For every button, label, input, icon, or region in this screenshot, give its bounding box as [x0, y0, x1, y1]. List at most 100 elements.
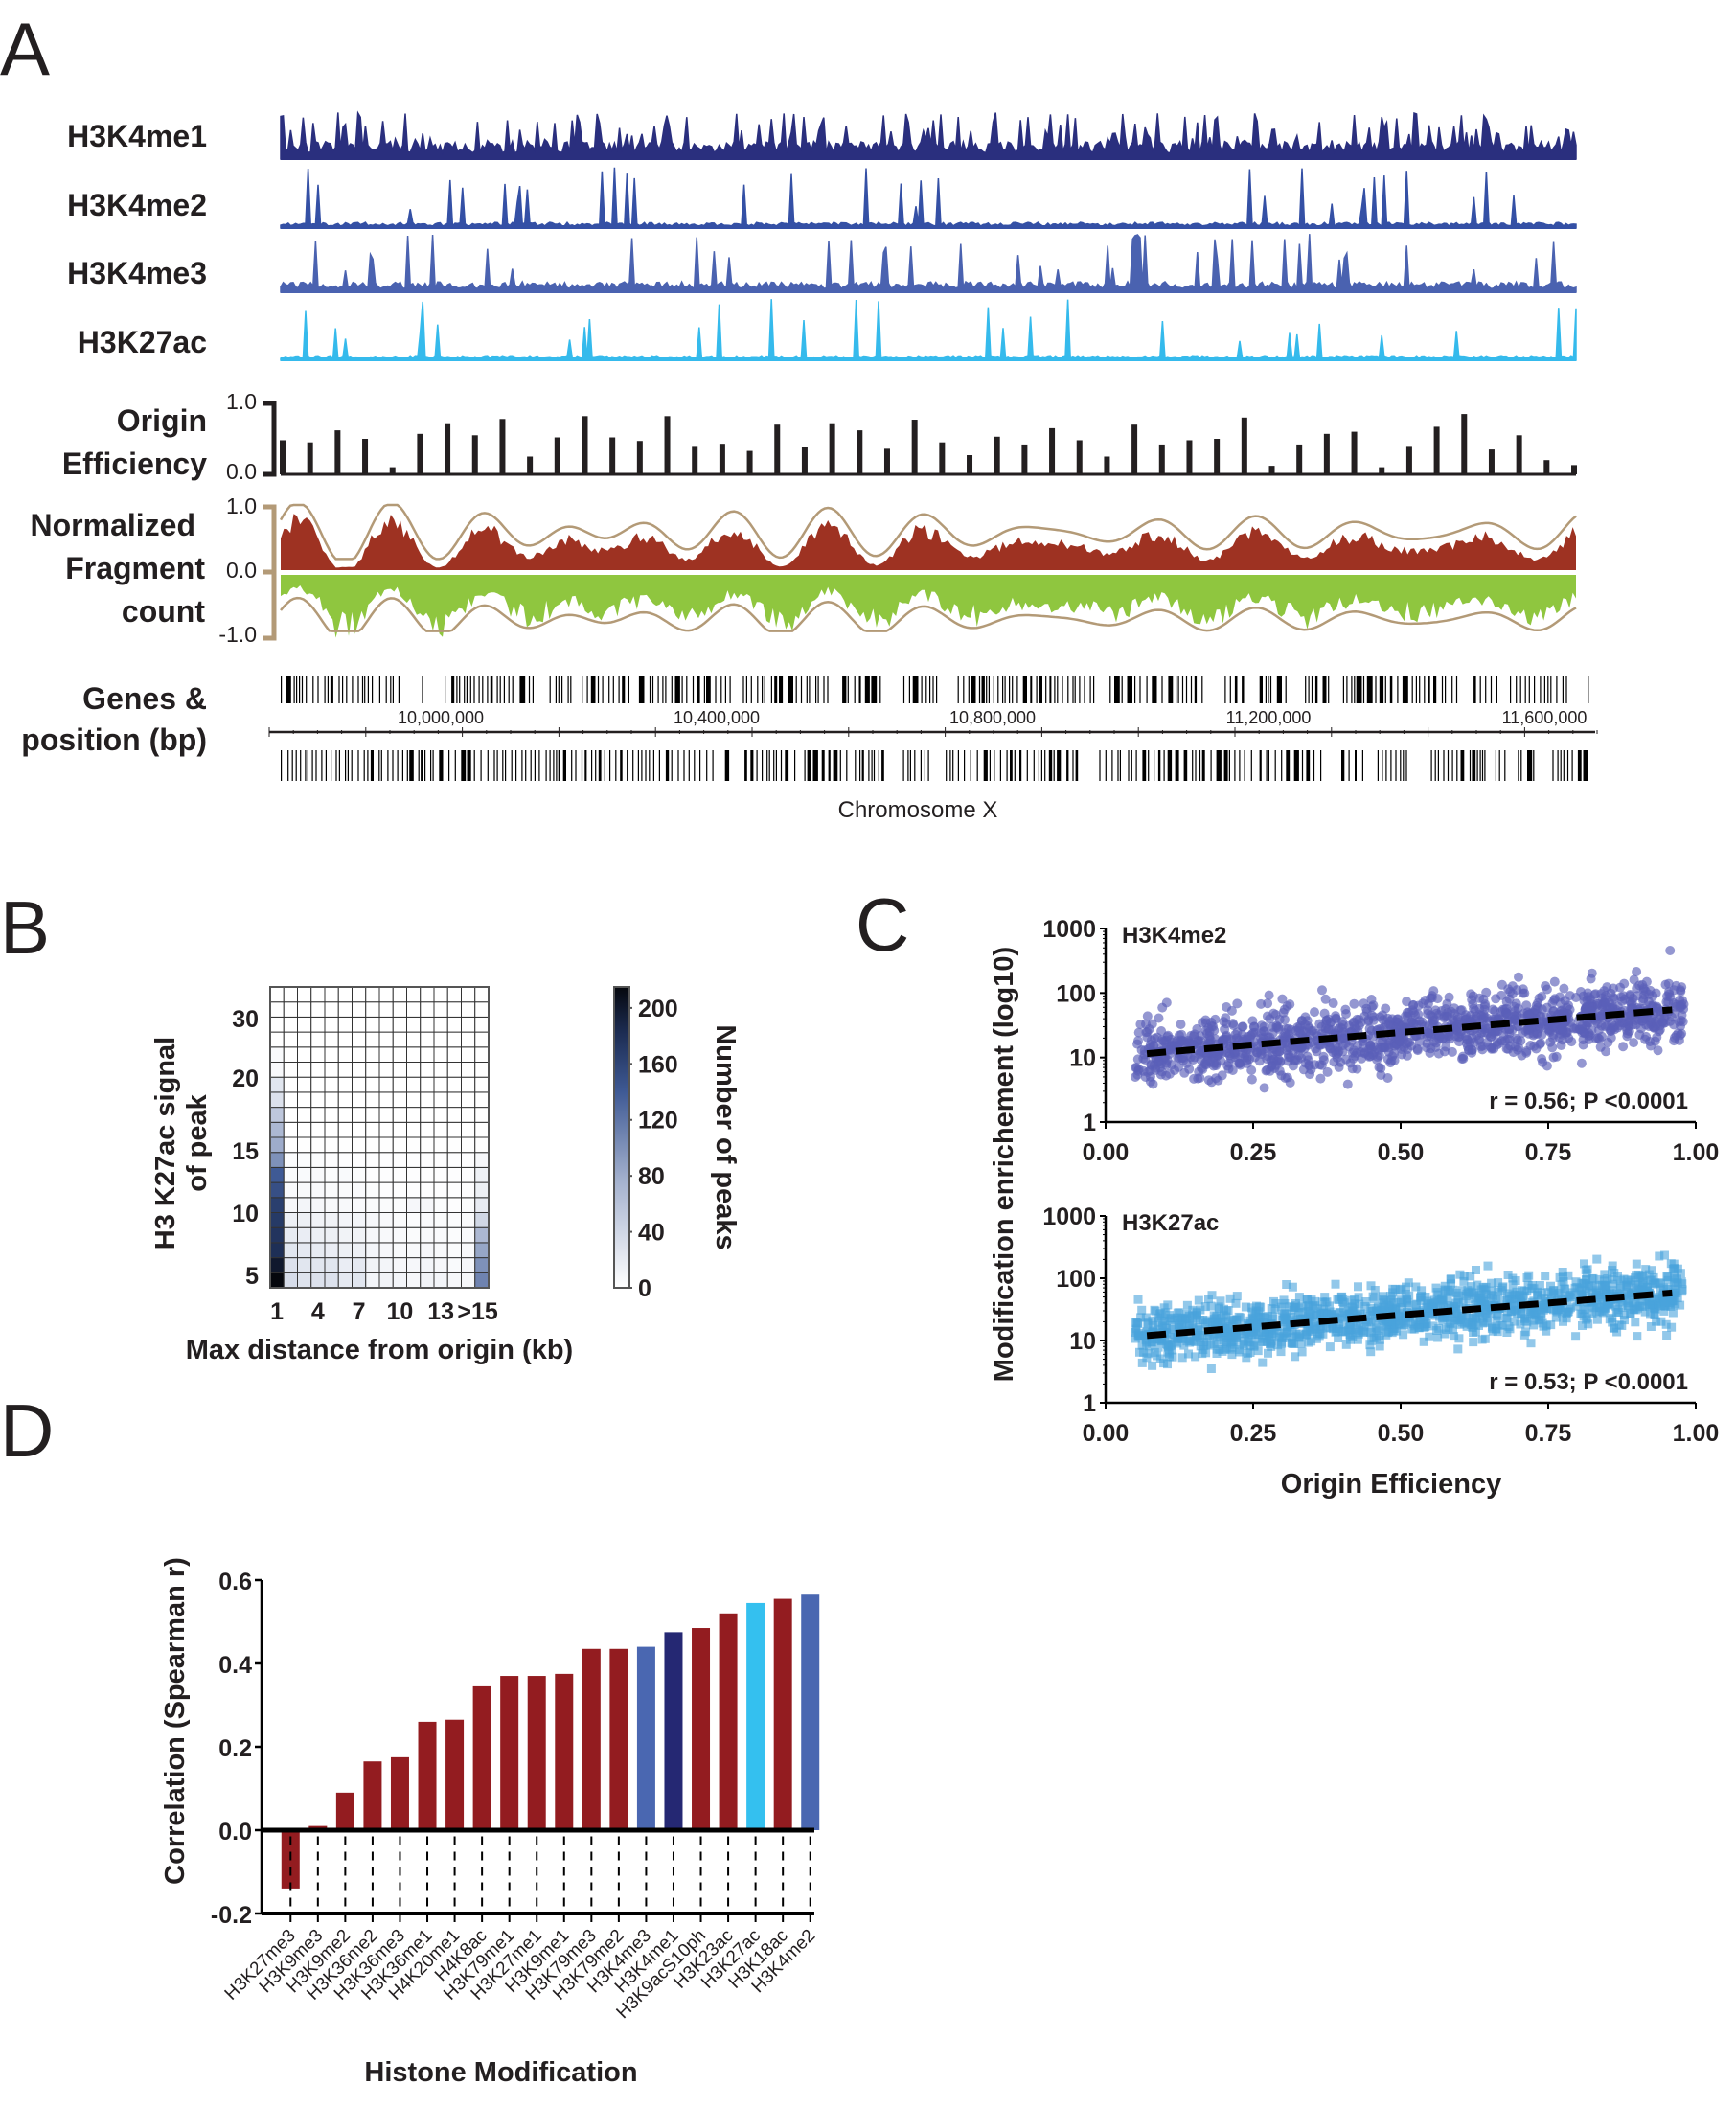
gene-bar: [1351, 676, 1353, 703]
heatmap-cell: [297, 1166, 312, 1183]
scatter-point: [1503, 1009, 1514, 1019]
scatter-point: [1523, 1010, 1534, 1020]
fragment-positive-area: [281, 514, 1576, 570]
scatter-point: [1291, 1025, 1301, 1036]
scatter-point: [1475, 1042, 1486, 1052]
origin-peak: [389, 467, 396, 474]
heatmap-cell: [269, 1226, 285, 1244]
gene-bar: [556, 750, 558, 781]
gene-bar: [757, 676, 759, 703]
scatter-point: [1312, 1046, 1322, 1057]
scatter-point: [1577, 1027, 1588, 1038]
gene-bar: [1560, 750, 1562, 781]
gene-bar: [968, 676, 970, 703]
scatter-point: [1634, 980, 1645, 991]
position-label: 10,000,000: [398, 708, 484, 727]
gene-bar: [1192, 750, 1194, 781]
gene-bar: [627, 750, 628, 781]
y-tick-label: 10: [1069, 1045, 1096, 1072]
gene-bar: [1131, 750, 1132, 781]
gene-bar: [1518, 750, 1519, 781]
scatter-point: [1564, 1271, 1573, 1280]
scatter-point: [1276, 1302, 1286, 1312]
heatmap-cell: [324, 1212, 339, 1228]
scatter-point: [1579, 1312, 1588, 1321]
scatter-point: [1371, 1322, 1381, 1332]
scatter-point: [1251, 1320, 1261, 1330]
scatter-point: [1412, 1300, 1422, 1310]
gene-bar: [392, 676, 394, 703]
scatter-point: [1312, 1334, 1321, 1343]
scatter-point: [1592, 1315, 1602, 1324]
gene-bar: [628, 676, 629, 703]
gene-bar: [859, 750, 861, 781]
heatmap-cell: [392, 1242, 407, 1259]
scatter-point: [1539, 1321, 1548, 1331]
gene-bar: [421, 750, 423, 781]
gene-bar: [1552, 750, 1554, 781]
gene-bar: [914, 750, 916, 781]
heatmap-cell: [283, 1197, 298, 1214]
heatmap: [269, 986, 490, 1289]
panel-b-letter: B: [0, 885, 50, 970]
scatter-point: [1673, 1274, 1681, 1284]
gene-bar: [1305, 676, 1307, 703]
gene-bar: [503, 676, 505, 703]
gene-bar: [1308, 676, 1310, 703]
gene-bar: [1460, 750, 1465, 781]
gene-bar: [1022, 676, 1027, 703]
scatter-point: [1173, 1339, 1182, 1348]
gene-bar: [1361, 750, 1363, 781]
scatter-point: [1525, 1041, 1536, 1050]
scatter-point: [1259, 1083, 1269, 1093]
gene-bar: [378, 676, 380, 703]
heatmap-cell: [433, 1226, 448, 1244]
gene-bar: [361, 676, 364, 703]
scatter-point: [1228, 1020, 1239, 1031]
gene-bar: [401, 750, 403, 781]
scatter-point: [1667, 1322, 1677, 1332]
gene-bar: [512, 676, 514, 703]
scatter-point: [1286, 1320, 1295, 1330]
scatter-point: [1259, 1318, 1268, 1327]
heatmap-cell: [324, 1062, 339, 1078]
scatter-title: H3K27ac: [1122, 1210, 1219, 1236]
bar: [418, 1721, 437, 1830]
heatmap-cell: [461, 1031, 476, 1048]
gene-bar: [505, 750, 507, 781]
scatter-point: [1154, 1057, 1163, 1067]
heatmap-x-tick-label: 13: [427, 1298, 454, 1325]
scatter-point: [1622, 1295, 1632, 1305]
heatmap-cell: [474, 1107, 490, 1123]
gene-bar: [652, 750, 654, 781]
scatter-point: [1325, 1342, 1335, 1352]
scatter-point: [1632, 1271, 1641, 1280]
scatter-point: [1310, 1060, 1320, 1070]
scatter-point: [1458, 1297, 1468, 1307]
heatmap-cell: [365, 986, 380, 1003]
heatmap-cell: [269, 1181, 285, 1199]
gene-bar: [1479, 676, 1481, 703]
scatter-point: [1204, 1295, 1213, 1304]
gene-bar: [392, 750, 394, 781]
scatter-point: [1609, 1022, 1618, 1033]
gene-bar: [363, 750, 365, 781]
heatmap-cell: [420, 1226, 435, 1244]
origin-ymin-label: 0.0: [226, 459, 257, 484]
scatter-point: [1373, 1303, 1382, 1313]
scatter-point: [1337, 1041, 1348, 1050]
scatter-point: [1137, 1340, 1147, 1350]
gene-bar: [1183, 750, 1188, 781]
scatter-point: [1545, 1037, 1556, 1047]
scatter-point: [1402, 1050, 1412, 1061]
scatter-point: [1197, 1325, 1205, 1335]
gene-bar: [493, 750, 495, 781]
gene-bar: [881, 750, 884, 781]
scatter-point: [1193, 1311, 1201, 1320]
heatmap-cell: [324, 1121, 339, 1138]
scatter-point: [1663, 1285, 1673, 1295]
scatter-point: [1336, 1023, 1347, 1034]
scatter-point: [1427, 991, 1437, 1001]
scatter-point: [1481, 987, 1492, 997]
scatter-point: [1615, 1275, 1625, 1285]
